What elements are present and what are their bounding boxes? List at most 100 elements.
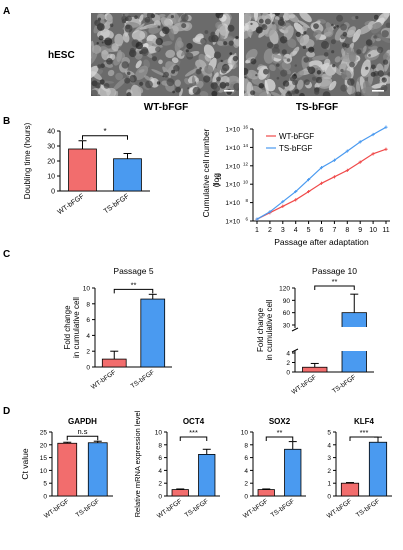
- b2-y-axis-label: Cumulative cell number: [201, 128, 211, 217]
- b2-y-axis-label-close: ): [211, 183, 221, 186]
- d4-y-tick-label: 3: [327, 455, 331, 462]
- d1-bar-wt: [57, 442, 78, 497]
- d4-x-tick-label: WT-bFGF: [326, 498, 353, 520]
- d1-x-tick-label: TS-bFGF: [75, 498, 101, 519]
- b1-significance-bracket: [82, 135, 128, 140]
- b2-y-tick-label: 1×10: [225, 145, 240, 152]
- c2-y-tick-label: 90: [283, 298, 291, 305]
- b1-y-tick-label: 20: [47, 159, 55, 166]
- c2-significance-bracket: [314, 285, 355, 290]
- d1-y-tick-label: 20: [40, 442, 48, 449]
- d3-bar-wt: [257, 489, 275, 497]
- b2-point: [384, 147, 388, 151]
- c2-y-axis-label: in cumulative cell: [265, 299, 274, 360]
- c1-x-tick-label: TS-bFGF: [130, 369, 156, 390]
- b2-point: [319, 181, 324, 185]
- d4-y-tick-label: 5: [327, 430, 331, 437]
- b2-y-tick-label: 1×10: [225, 127, 240, 134]
- c1-significance-bracket: [113, 288, 154, 294]
- c1-y-tick-label: 10: [83, 286, 91, 293]
- b1-y-tick-label: 40: [47, 129, 55, 136]
- c2-y-tick-label: 0: [286, 370, 290, 377]
- d3-title: SOX2: [269, 417, 291, 426]
- b1-y-axis-label: Doubling time (hours): [23, 122, 32, 199]
- c2-y-axis-label: Fold change: [256, 307, 265, 352]
- micro-caption-wt: WT-bFGF: [144, 102, 188, 113]
- b2-y-tick-exponent: 12: [243, 161, 249, 166]
- c1-y-tick-label: 8: [86, 301, 90, 308]
- d4-y-tick-label: 4: [327, 442, 331, 449]
- d2-bar-ts: [198, 453, 216, 497]
- b1-y-tick-label: 0: [51, 189, 55, 196]
- d1-significance-label: n.s: [77, 427, 87, 436]
- b2-point: [294, 189, 298, 194]
- micrograph-wt: [91, 13, 239, 96]
- b1-bar-ts: [113, 158, 142, 192]
- d2-x-tick-label: TS-bFGF: [184, 498, 210, 519]
- d1-y-tick-label: 15: [40, 455, 48, 462]
- c1-y-axis-label: Fold change: [63, 305, 72, 350]
- b2-point: [332, 158, 336, 162]
- d2-bar-wt: [171, 489, 189, 497]
- d4-y-tick-label: 1: [327, 481, 331, 488]
- b2-legend-label: WT-bFGF: [279, 132, 314, 141]
- c2-significance-label: **: [332, 277, 338, 286]
- b2-x-tick-label: 10: [369, 227, 377, 234]
- d4-x-tick-label: TS-bFGF: [355, 498, 381, 519]
- d2-title: OCT4: [183, 417, 205, 426]
- d1-y-axis-label: Ct value: [20, 448, 30, 479]
- b2-series-line-ts: [256, 126, 387, 220]
- b1-x-tick-label: TS-bFGF: [103, 193, 131, 215]
- b2-point: [371, 132, 375, 137]
- b2-point: [358, 160, 362, 164]
- b2-y-tick-label: 1×10: [225, 163, 240, 170]
- c2-bar-break-gap: [341, 327, 368, 351]
- c1-bar-wt: [101, 358, 127, 368]
- b2-y-axis-label-base: 10: [217, 173, 223, 180]
- c2-x-tick-label: WT-bFGF: [291, 374, 318, 396]
- d2-significance-bracket: [179, 436, 208, 441]
- c2-y-tick-label: 2: [286, 360, 290, 367]
- b2-x-tick-label: 2: [268, 227, 272, 234]
- b1-x-tick-label: WT-bFGF: [56, 193, 85, 216]
- b2-y-tick-label: 1×10: [225, 219, 240, 226]
- b2-legend-label: TS-bFGF: [279, 144, 312, 153]
- panel-label-c: C: [3, 249, 10, 260]
- c2-y-tick-label: 4: [286, 351, 290, 358]
- b2-point: [358, 140, 362, 144]
- b2-y-tick-exponent: 10: [243, 180, 249, 185]
- b2-x-tick-label: 5: [307, 227, 311, 234]
- c2-axis-break: [291, 327, 299, 353]
- row-label-hesc: hESC: [48, 50, 75, 61]
- d4-y-tick-label: 0: [327, 494, 331, 501]
- c2-y-tick-label: 60: [283, 310, 291, 317]
- d2-y-axis-label: Relative mRNA expression level: [133, 410, 142, 517]
- b1-y-tick-label: 30: [47, 144, 55, 151]
- d2-y-tick-label: 6: [158, 455, 162, 462]
- d3-x-tick-label: TS-bFGF: [270, 498, 296, 519]
- b2-point: [319, 166, 324, 170]
- c2-title: Passage 10: [312, 266, 357, 276]
- b2-point: [281, 200, 285, 204]
- c2-y-tick-label: 120: [279, 286, 290, 293]
- scale-bar-wt: [224, 90, 234, 92]
- c2-y-tick-label: 30: [283, 323, 291, 330]
- d4-significance-label: ***: [360, 428, 369, 437]
- panel-label-d: D: [3, 406, 10, 417]
- d3-y-tick-label: 0: [244, 494, 248, 501]
- b2-x-tick-label: 1: [255, 227, 259, 234]
- c1-significance-label: **: [131, 280, 137, 289]
- b2-point: [281, 204, 285, 208]
- c2-x-tick-label: TS-bFGF: [331, 374, 357, 395]
- c1-y-tick-label: 6: [86, 317, 90, 324]
- c1-x-tick-label: WT-bFGF: [90, 369, 117, 391]
- d1-y-tick-label: 0: [43, 494, 47, 501]
- b2-y-axis-label-sub: (log: [211, 173, 221, 187]
- b2-y-tick-label: 1×10: [225, 200, 240, 207]
- d3-bar-ts: [284, 448, 302, 497]
- b2-point: [332, 175, 336, 179]
- b2-x-tick-label: 3: [281, 227, 285, 234]
- b2-y-tick-exponent: 14: [243, 143, 249, 148]
- scale-bar-ts: [372, 90, 384, 92]
- d1-significance-bracket: [66, 435, 99, 441]
